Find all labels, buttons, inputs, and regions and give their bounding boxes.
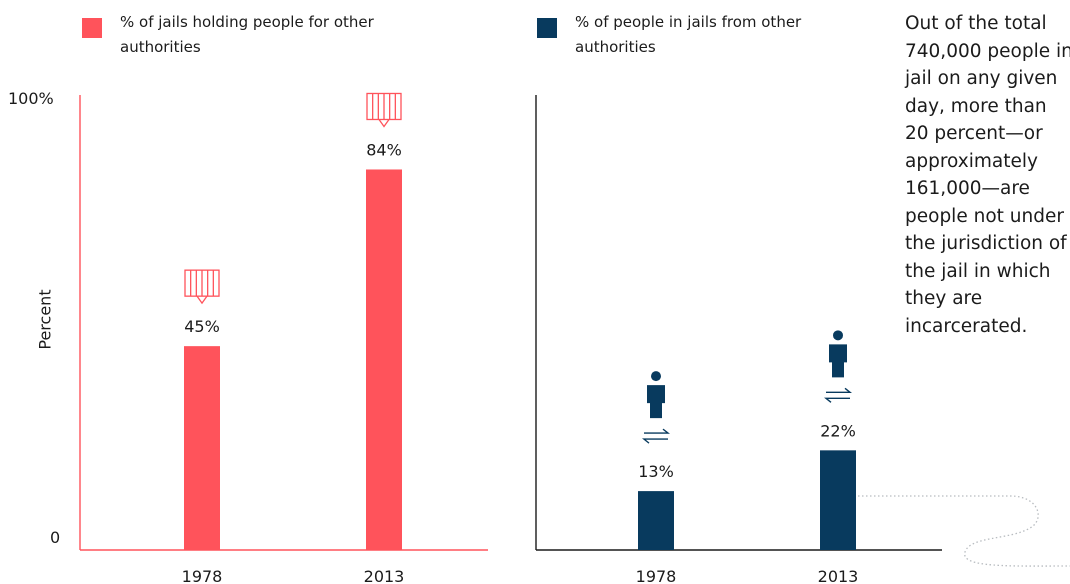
data-label: 45% [184, 317, 220, 336]
legend-left-label: % of jails holding people for other auth… [120, 13, 374, 56]
data-label: 22% [820, 421, 856, 440]
person-transfer-icon [824, 330, 852, 403]
arrow-right [644, 428, 670, 434]
arrow-left [642, 438, 668, 444]
jail-bars-icon [184, 269, 220, 305]
y-axis-top-label: 100% [8, 89, 54, 108]
dotted-connector-line [858, 495, 1070, 567]
person-body [647, 385, 665, 419]
y-axis-bottom-label: 0 [50, 528, 61, 547]
bar-1978 [638, 491, 674, 550]
arrow-right [826, 387, 852, 394]
bar-2013 [820, 450, 856, 550]
x-tick-label: 1978 [636, 567, 677, 584]
person-head [833, 330, 843, 341]
legend-swatch-navy [537, 18, 557, 38]
bar-1978 [184, 346, 220, 550]
bar-2013 [366, 169, 402, 551]
x-tick-label: 2013 [818, 567, 859, 584]
legend-right-label: % of people in jails from other authorit… [575, 13, 802, 56]
jail-icon-pointer [378, 119, 390, 128]
person-body [829, 344, 847, 378]
legend-swatch-red [82, 18, 102, 38]
person-head [651, 371, 661, 382]
jail-icon-pointer [196, 295, 208, 305]
x-tick-label: 2013 [364, 567, 405, 584]
person-transfer-icon [642, 371, 670, 444]
chart-people-panel: 13% 1978 22% 2013 [535, 95, 942, 584]
data-label: 13% [638, 462, 674, 481]
jail-bars-icon [366, 92, 402, 128]
side-note: Out of the total 740,000 people in jail … [905, 13, 1070, 337]
arrow-left [824, 397, 850, 403]
x-tick-label: 1978 [182, 567, 223, 584]
chart-jails-panel: 45% 1978 84% 2013 [79, 92, 488, 584]
data-label: 84% [366, 140, 402, 159]
